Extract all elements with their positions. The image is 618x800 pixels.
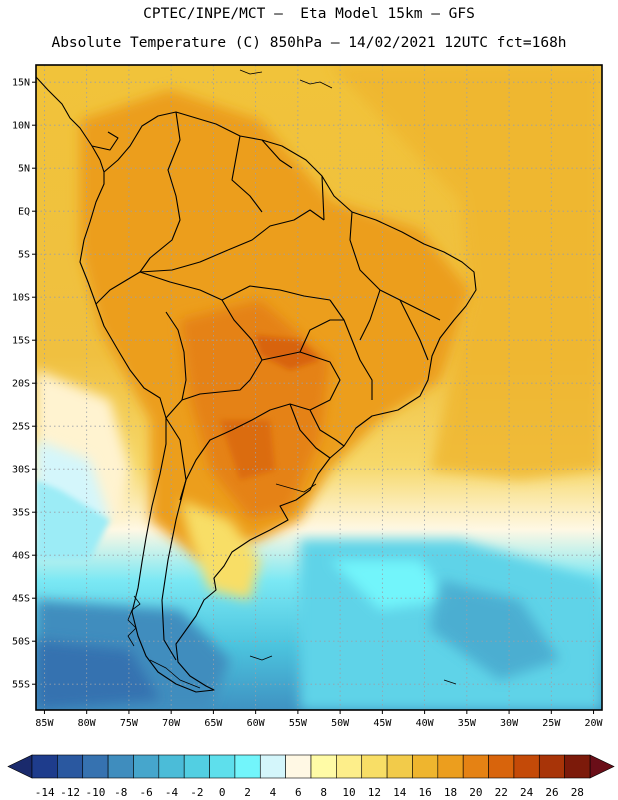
colorbar-swatch	[310, 754, 337, 779]
colorbar-swatch	[564, 754, 591, 779]
lat-tick-label: 30S	[12, 465, 30, 476]
colorbar-swatch	[412, 754, 439, 779]
colorbar-label: 24	[520, 786, 534, 799]
colorbar-label: -6	[140, 786, 153, 799]
longitude-axis: 85W 80W 75W 70W 65W 60W 55W 50W 45W 40W 35W 30W 25W 2…	[35, 710, 604, 729]
lon-tick-label: 85W	[35, 718, 54, 729]
lat-tick-label: 25S	[12, 422, 30, 433]
lat-tick-label: 10S	[12, 293, 30, 304]
colorbar-swatch	[209, 754, 236, 779]
lon-tick-label: 20W	[585, 718, 604, 729]
lat-tick-label: EQ	[18, 207, 30, 218]
colorbar-label: 20	[469, 786, 482, 799]
lon-tick-label: 45W	[373, 718, 392, 729]
lon-tick-label: 60W	[247, 718, 266, 729]
colorbar-swatch	[107, 754, 134, 779]
lon-tick-label: 50W	[331, 718, 350, 729]
colorbar-swatch	[158, 754, 185, 779]
lon-tick-label: 30W	[500, 718, 519, 729]
lon-tick-label: 65W	[204, 718, 223, 729]
coastline	[36, 69, 477, 693]
colorbar-swatch	[538, 754, 565, 779]
colorbar-label: 6	[295, 786, 302, 799]
lon-tick-label: 75W	[120, 718, 139, 729]
colorbar-label: 18	[444, 786, 457, 799]
colorbar-swatch	[336, 754, 363, 779]
colorbar-label: 14	[393, 786, 407, 799]
colorbar-over-arrow	[589, 754, 615, 779]
colorbar-swatch	[513, 754, 540, 779]
colorbar-swatch	[488, 754, 515, 779]
colorbar-label: 22	[495, 786, 508, 799]
lon-tick-label: 70W	[162, 718, 181, 729]
lat-tick-label: 5S	[18, 250, 30, 261]
colorbar-swatch	[183, 754, 210, 779]
colorbar-label: -8	[114, 786, 127, 799]
lat-tick-label: 50S	[12, 637, 30, 648]
lat-tick-label: 15S	[12, 336, 30, 347]
colorbar-swatch	[285, 754, 312, 779]
colorbar-swatch	[259, 754, 286, 779]
colorbar-label: -12	[60, 786, 80, 799]
lat-tick-label: 35S	[12, 508, 30, 519]
lon-tick-label: 25W	[542, 718, 561, 729]
title-line-2: Absolute Temperature (C) 850hPa – 14/02/…	[51, 35, 567, 51]
lat-tick-label: 10N	[12, 121, 30, 132]
colorbar-label: 26	[545, 786, 558, 799]
lon-tick-label: 80W	[78, 718, 97, 729]
lat-tick-label: 55S	[12, 680, 30, 691]
colorbar-label: 4	[270, 786, 277, 799]
title-line-1: CPTEC/INPE/MCT – Eta Model 15km – GFS	[143, 6, 475, 22]
colorbar-under-arrow	[7, 754, 33, 779]
colorbar-label: -10	[85, 786, 105, 799]
colorbar-swatch	[57, 754, 84, 779]
colorbar-label: 0	[219, 786, 226, 799]
colorbar-label: -2	[190, 786, 203, 799]
colorbar-swatch	[82, 754, 109, 779]
colorbar-swatch	[31, 754, 58, 779]
lat-tick-label: 15N	[12, 78, 30, 89]
latitude-axis: 15N 10N 5N EQ 5S 10S 15S 20S 25S 30S 35S 40S 45S 50S 5…	[12, 78, 36, 691]
colorbar-label: 2	[244, 786, 251, 799]
colorbar-label: 10	[342, 786, 355, 799]
colorbar-label: 8	[320, 786, 327, 799]
colorbar-swatch	[133, 754, 160, 779]
lat-tick-label: 40S	[12, 551, 30, 562]
colorbar-label: 16	[419, 786, 432, 799]
colorbar-swatch	[386, 754, 413, 779]
colorbar-swatch	[437, 754, 464, 779]
temperature-field	[36, 65, 602, 710]
lon-tick-label: 40W	[416, 718, 435, 729]
colorbar-swatch	[361, 754, 388, 779]
colorbar-label: -14	[35, 786, 55, 799]
plot-frame	[35, 64, 603, 711]
lat-tick-label: 45S	[12, 594, 30, 605]
colorbar-swatch	[462, 754, 489, 779]
colorbar-swatch	[234, 754, 261, 779]
lon-tick-label: 35W	[458, 718, 477, 729]
colorbar-label: 28	[571, 786, 584, 799]
lon-tick-label: 55W	[289, 718, 308, 729]
lat-tick-label: 5N	[18, 164, 30, 175]
colorbar-label: 12	[368, 786, 381, 799]
colorbar-label: -4	[165, 786, 179, 799]
colorbar: -14 -12 -10 -8 -6 -4 -2 0 2 4 6 8 10 12 14 16 18 20 22 24 26…	[7, 754, 615, 799]
lat-tick-label: 20S	[12, 379, 30, 390]
